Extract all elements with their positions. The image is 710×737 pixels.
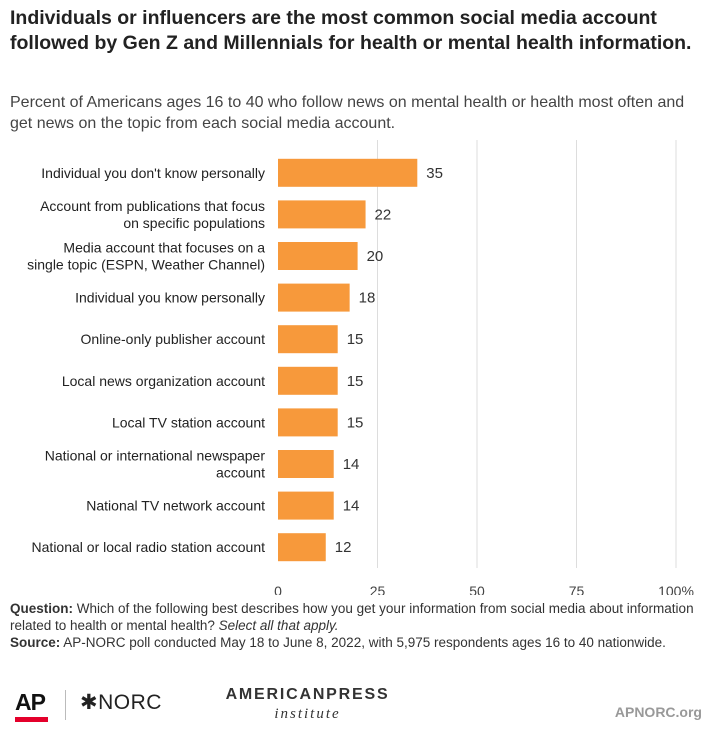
bar-chart: 0 25 50 75 100% 35 Individual you don't know p…	[27, 140, 694, 595]
category-label: Individual you know personally	[75, 290, 265, 306]
x-tick-label: 75	[569, 583, 585, 595]
bar	[278, 408, 338, 437]
x-tick-label: 0	[274, 583, 282, 595]
bar	[278, 491, 334, 520]
chart-notes: Question: Which of the following best de…	[10, 600, 700, 651]
question-text: Which of the following best describes ho…	[10, 601, 694, 633]
footer: AP ✱NORC AMERICANPRESS institute APNORC.…	[0, 684, 710, 734]
category-label: National or local radio station account	[32, 539, 266, 555]
ap-logo-bar	[15, 717, 48, 722]
source-label: Source:	[10, 635, 61, 650]
footer-divider	[65, 690, 66, 720]
question-italic: Select all that apply.	[218, 618, 339, 633]
bar-value-label: 35	[426, 165, 443, 182]
category-label: Online-only publisher account	[81, 331, 266, 347]
bar	[278, 450, 334, 478]
bar	[278, 325, 338, 354]
category-label: single topic (ESPN, Weather Channel)	[27, 257, 265, 273]
category-label: National TV network account	[86, 498, 265, 514]
api-logo-top: AMERICANPRESS	[225, 686, 390, 703]
bar-value-label: 15	[347, 331, 364, 348]
api-logo-bottom: institute	[274, 706, 341, 722]
category-label: Local TV station account	[112, 414, 265, 430]
bar	[278, 158, 418, 187]
chart-title: Individuals or influencers are the most …	[10, 7, 692, 54]
bar-value-label: 20	[367, 248, 384, 265]
bar-value-label: 15	[347, 373, 364, 390]
bar	[278, 366, 338, 395]
bar-value-label: 14	[343, 456, 360, 473]
x-tick-label: 25	[370, 583, 386, 595]
question-label: Question:	[10, 601, 73, 616]
category-label: Local news organization account	[62, 373, 265, 389]
american-press-institute-logo: AMERICANPRESS institute	[220, 686, 395, 723]
ap-logo: AP	[15, 689, 46, 715]
x-tick-label: 100%	[658, 583, 694, 595]
bar-value-label: 22	[375, 206, 392, 223]
category-label: Account from publications that focus	[40, 198, 265, 214]
bar	[278, 283, 350, 312]
category-label: Media account that focuses on a	[63, 240, 265, 256]
norc-logo: ✱NORC	[80, 691, 162, 714]
category-label: Individual you don't know personally	[41, 165, 265, 181]
category-label: on specific populations	[123, 215, 265, 231]
bar-value-label: 12	[335, 539, 352, 556]
source-note: Source: AP-NORC poll conducted May 18 to…	[10, 634, 700, 651]
bar-value-label: 18	[359, 290, 376, 307]
question-note: Question: Which of the following best de…	[10, 600, 700, 634]
bar	[278, 533, 326, 562]
source-text: AP-NORC poll conducted May 18 to June 8,…	[63, 635, 666, 650]
bar	[278, 200, 366, 229]
site-url: APNORC.org	[614, 704, 702, 720]
bar-value-label: 14	[343, 498, 360, 515]
bar-value-label: 15	[347, 414, 364, 431]
category-label: account	[216, 465, 265, 481]
chart-subtitle: Percent of Americans ages 16 to 40 who f…	[10, 94, 685, 132]
category-label: National or international newspaper	[45, 448, 266, 464]
x-tick-label: 50	[469, 583, 485, 595]
bar	[278, 242, 358, 270]
